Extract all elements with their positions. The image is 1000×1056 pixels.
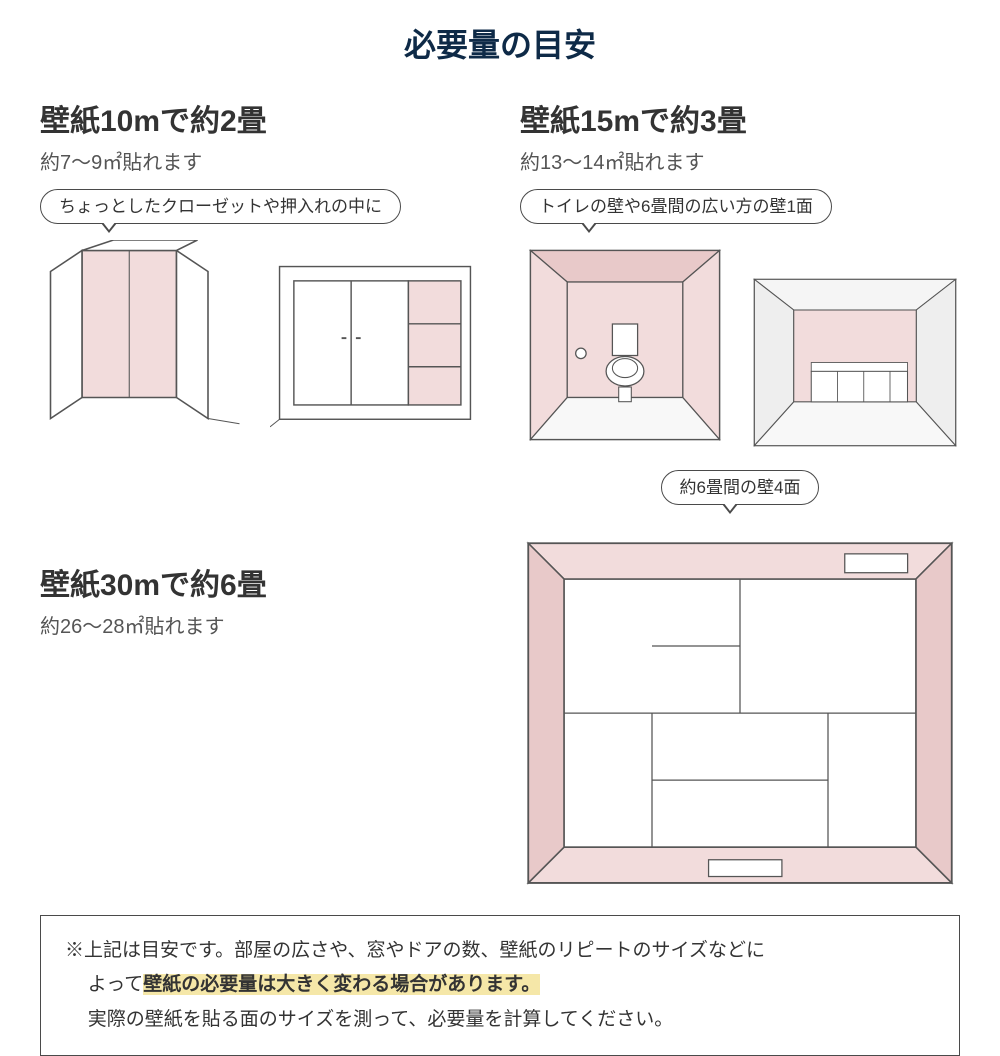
oshiire-illustration	[270, 257, 480, 429]
section-30m-illustration-block: 約6畳間の壁4面	[520, 470, 960, 891]
note-line3: 実際の壁紙を貼る面のサイズを測って、必要量を計算してください。	[65, 1003, 935, 1037]
note-line2: よって壁紙の必要量は大きく変わる場合があります。	[65, 968, 935, 1002]
section-30m-sub: 約26〜28㎡貼れます	[40, 610, 480, 639]
section-30m-title: 壁紙30mで約6畳	[40, 560, 480, 604]
note-box: ※上記は目安です。部屋の広さや、窓やドアの数、壁紙のリピートのサイズなどに よっ…	[40, 915, 960, 1056]
section-10m-sub: 約7〜9㎡貼れます	[40, 146, 480, 175]
section-10m-title: 壁紙10mで約2畳	[40, 96, 480, 140]
toilet-illustration	[520, 240, 730, 450]
note-line2-pre: よって	[88, 974, 143, 995]
section-15m-sub: 約13〜14㎡貼れます	[520, 146, 960, 175]
section-30m-bubble: 約6畳間の壁4面	[661, 470, 820, 505]
page-title: 必要量の目安	[40, 20, 960, 66]
sections-grid: 壁紙10mで約2畳 約7〜9㎡貼れます ちょっとしたクローゼットや押入れの中に	[40, 96, 960, 450]
note-highlight: 壁紙の必要量は大きく変わる場合があります。	[143, 974, 540, 995]
section-10m-bubble: ちょっとしたクローゼットや押入れの中に	[40, 189, 401, 224]
section-15m-title: 壁紙15mで約3畳	[520, 96, 960, 140]
note-line1: ※上記は目安です。部屋の広さや、窓やドアの数、壁紙のリピートのサイズなどに	[65, 934, 935, 968]
section-15m-bubble: トイレの壁や6畳間の広い方の壁1面	[520, 189, 832, 224]
section-10m: 壁紙10mで約2畳 約7〜9㎡貼れます ちょっとしたクローゼットや押入れの中に	[40, 96, 480, 450]
room-topdown-illustration	[520, 535, 960, 891]
closet-illustration	[40, 240, 250, 429]
room-wall-illustration	[750, 275, 960, 450]
section-30m: 壁紙30mで約6畳 約26〜28㎡貼れます	[40, 470, 480, 653]
section-15m: 壁紙15mで約3畳 約13〜14㎡貼れます トイレの壁や6畳間の広い方の壁1面	[520, 96, 960, 450]
bottom-section: 壁紙30mで約6畳 約26〜28㎡貼れます 約6畳間の壁4面	[40, 470, 960, 891]
